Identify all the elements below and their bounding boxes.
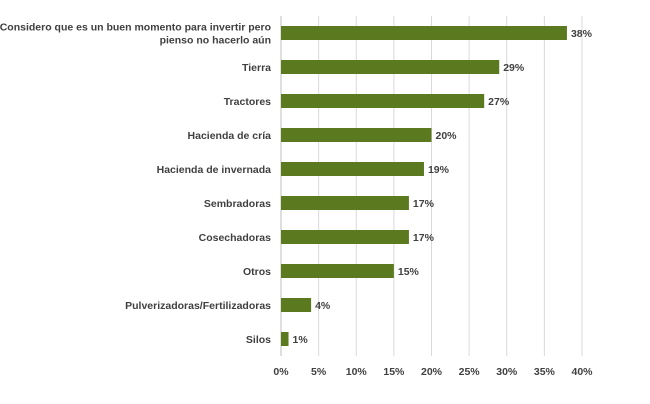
data-label: 1%: [293, 334, 309, 346]
category-label: Tierra: [242, 62, 271, 74]
category-label: Silos: [246, 334, 271, 346]
bar: [281, 332, 289, 346]
bar: [281, 26, 567, 40]
bar: [281, 128, 432, 142]
x-tick-label: 30%: [496, 366, 518, 378]
data-label: 4%: [315, 300, 331, 312]
bar: [281, 94, 485, 108]
bar: [281, 298, 312, 312]
category-label: Hacienda de invernada: [157, 164, 272, 176]
x-tick-label: 0%: [273, 366, 289, 378]
category-label-line: Cosechadoras: [199, 232, 272, 244]
x-tick-label: 20%: [421, 366, 443, 378]
data-label: 27%: [488, 96, 510, 108]
data-label: 17%: [413, 198, 435, 210]
data-label: 29%: [503, 62, 525, 74]
category-label-line: Tierra: [242, 62, 271, 74]
category-label-line: Hacienda de invernada: [157, 164, 272, 176]
category-label-line: Considero que es un buen momento para in…: [0, 22, 271, 34]
x-tick-label: 15%: [383, 366, 405, 378]
bar: [281, 264, 394, 278]
data-label: 15%: [398, 266, 420, 278]
category-label-line: Pulverizadoras/Fertilizadoras: [125, 300, 271, 312]
category-label-line: Hacienda de cría: [188, 130, 272, 142]
category-label: Otros: [243, 266, 271, 278]
category-label-line: Sembradoras: [204, 198, 271, 210]
x-tick-label: 35%: [534, 366, 556, 378]
category-label: Hacienda de cría: [188, 130, 272, 142]
category-label-line: Tractores: [224, 96, 271, 108]
data-label: 20%: [436, 130, 458, 142]
bar: [281, 60, 500, 74]
category-label-line: pienso no hacerlo aún: [160, 35, 271, 47]
category-label: Tractores: [224, 96, 271, 108]
bar: [281, 162, 424, 176]
category-label: Considero que es un buen momento para in…: [0, 22, 271, 47]
data-label: 19%: [428, 164, 450, 176]
data-label: 38%: [571, 28, 593, 40]
x-tick-label: 40%: [571, 366, 593, 378]
x-tick-label: 10%: [346, 366, 368, 378]
category-label-line: Otros: [243, 266, 271, 278]
category-label: Pulverizadoras/Fertilizadoras: [125, 300, 271, 312]
data-label: 17%: [413, 232, 435, 244]
x-tick-label: 5%: [311, 366, 327, 378]
category-label-line: Silos: [246, 334, 271, 346]
category-label: Sembradoras: [204, 198, 271, 210]
bar: [281, 230, 409, 244]
bar: [281, 196, 409, 210]
x-tick-label: 25%: [459, 366, 481, 378]
category-label: Cosechadoras: [199, 232, 272, 244]
